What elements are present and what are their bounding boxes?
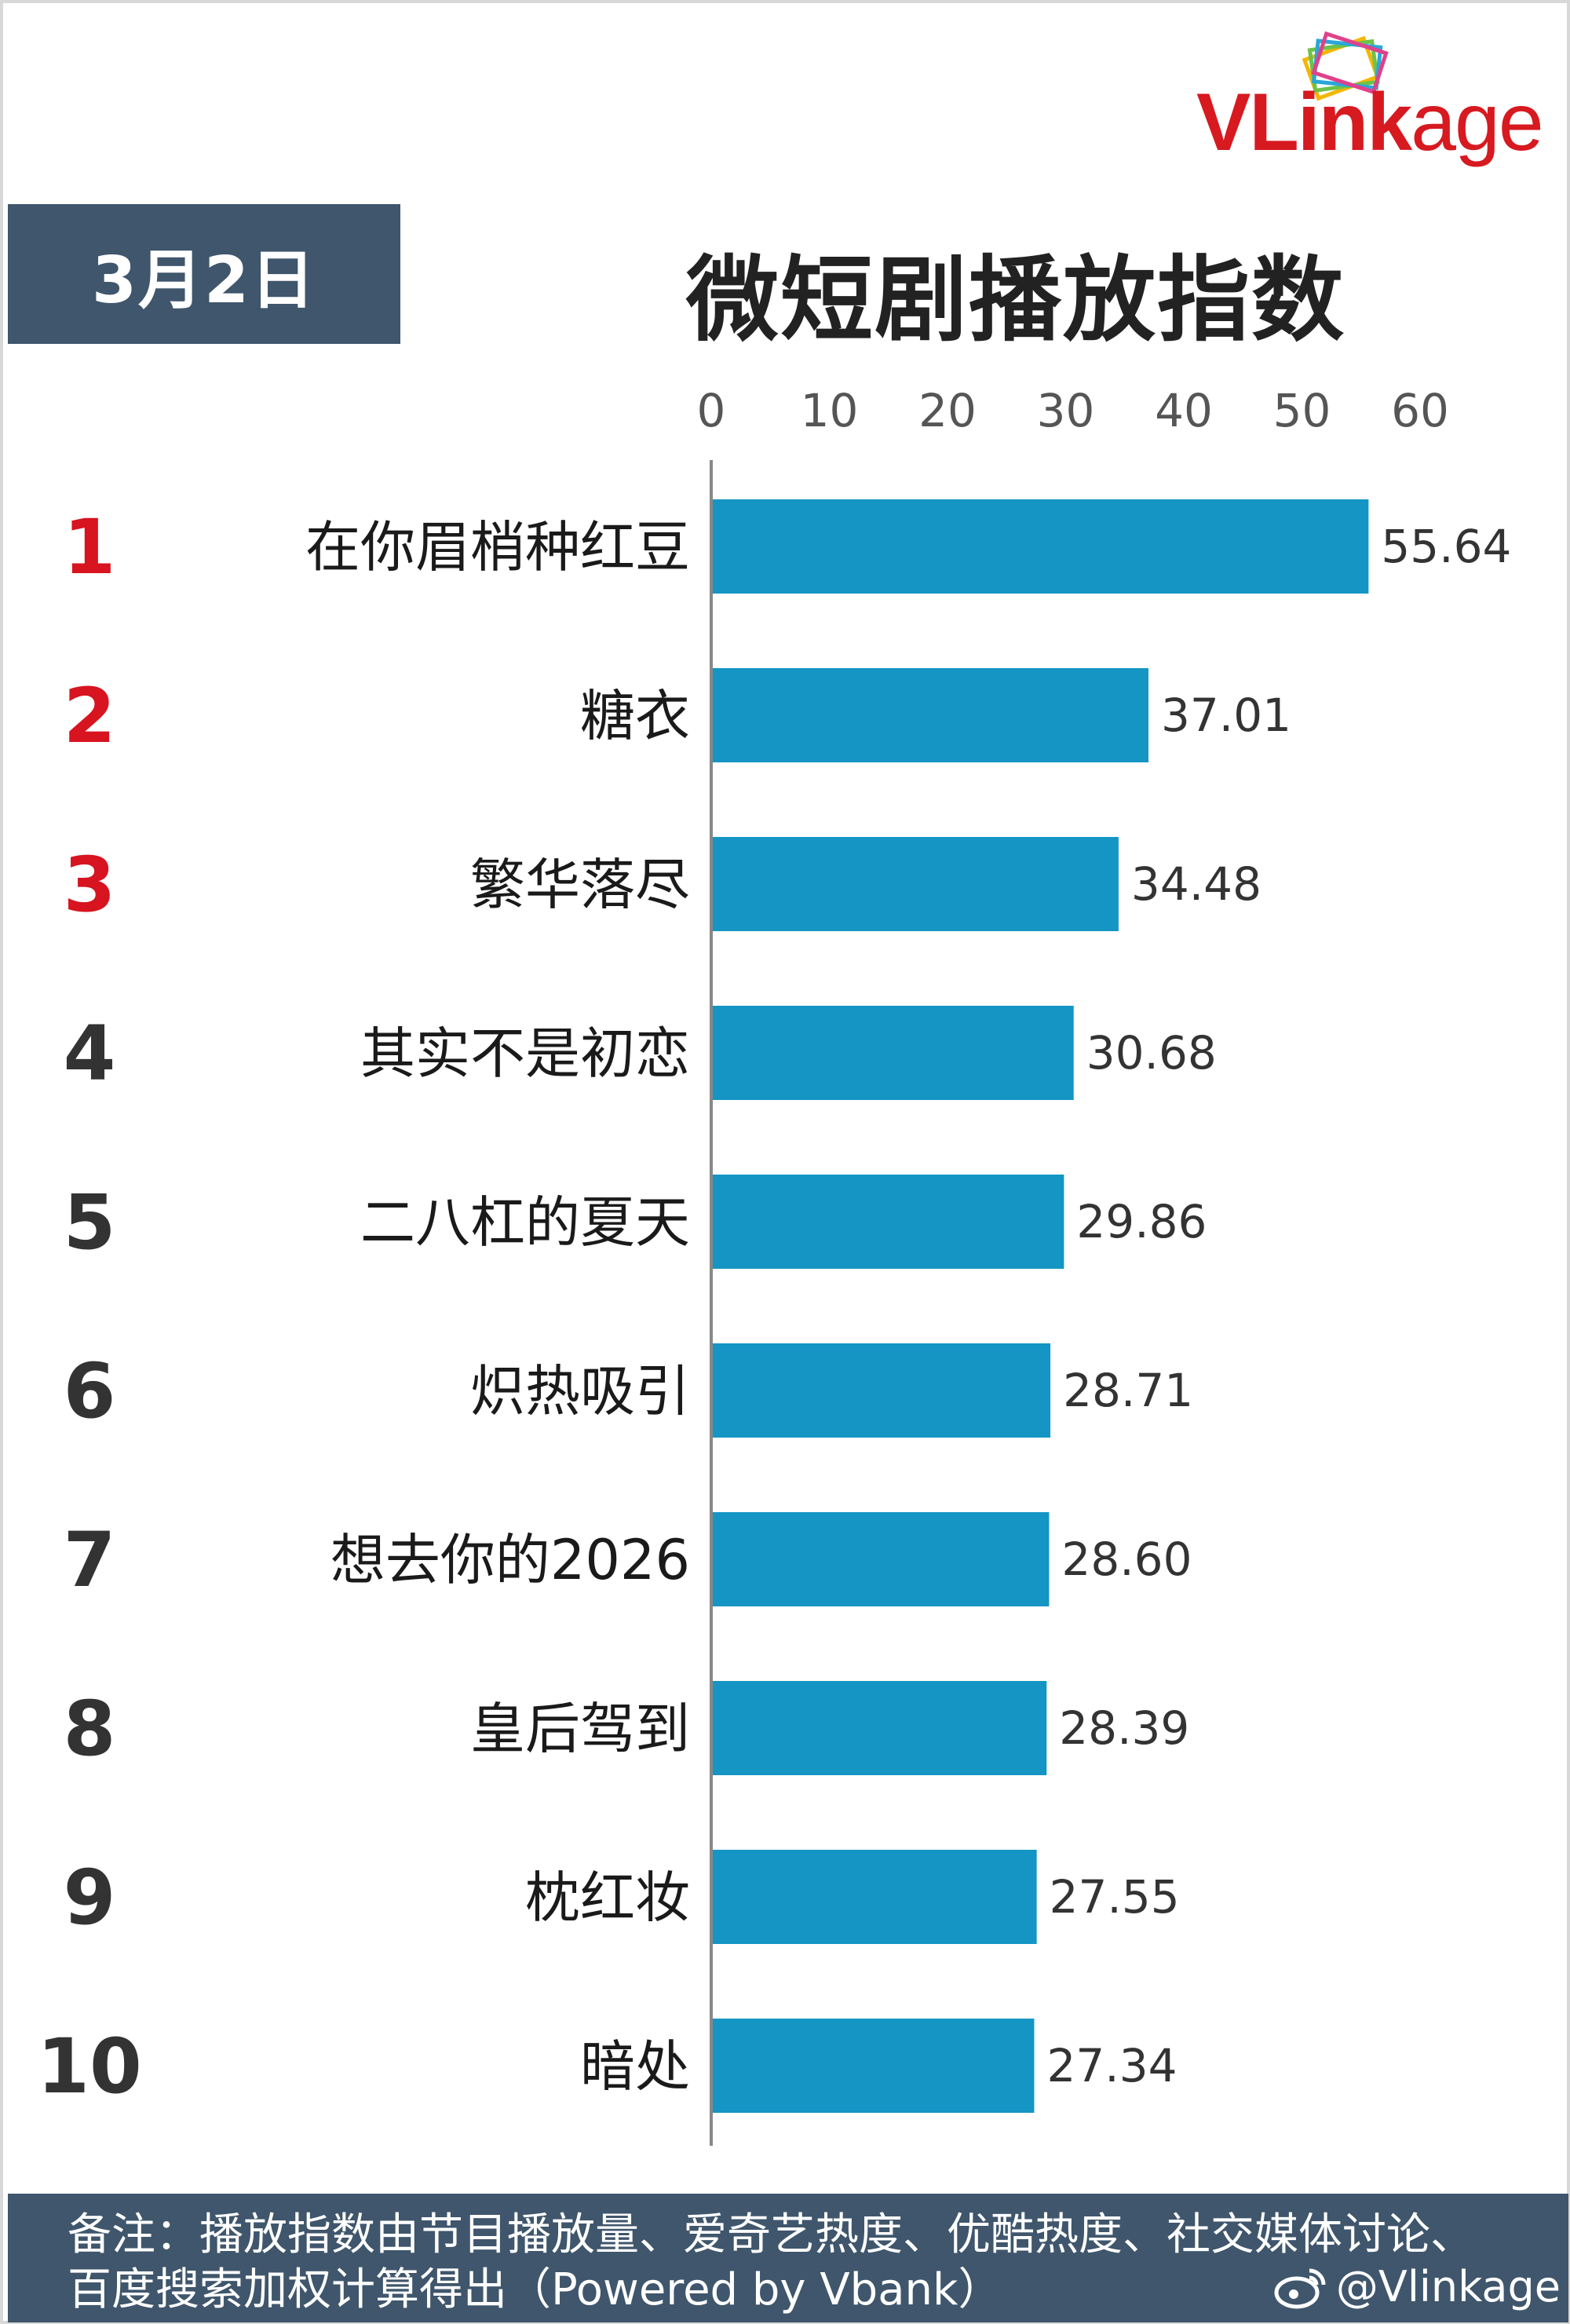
bar [711, 1850, 1037, 1944]
bar [711, 668, 1149, 762]
rank-label: 6 [64, 1347, 116, 1435]
date-label: 3月2日 [91, 243, 317, 318]
value-label: 37.01 [1161, 689, 1291, 742]
bars: 1 在你眉梢种红豆 55.64 2 糖衣 37.01 3 繁华落尽 34.48 4 其实不是初恋 30… [37, 499, 1511, 2113]
category-label: 皇后驾到 [470, 1697, 690, 1761]
rank-label: 7 [64, 1516, 116, 1604]
bar [711, 499, 1369, 594]
rank-label: 5 [64, 1178, 116, 1266]
x-tick-label: 60 [1391, 384, 1449, 437]
value-label: 34.48 [1131, 857, 1261, 911]
rank-label: 4 [64, 1010, 116, 1098]
rank-label: 10 [37, 2023, 142, 2110]
category-label: 糖衣 [580, 684, 690, 748]
chart-title: 微短剧播放指数 [686, 246, 1346, 354]
rank-label: 1 [64, 503, 116, 591]
weibo-icon [1274, 2268, 1326, 2308]
x-tick-label: 10 [801, 384, 859, 437]
value-label: 28.60 [1061, 1533, 1192, 1586]
x-tick-label: 50 [1273, 384, 1331, 437]
value-label: 27.34 [1046, 2039, 1177, 2092]
value-label: 30.68 [1086, 1026, 1217, 1080]
x-axis-ticks: 0 10 20 30 40 50 60 [697, 384, 1449, 437]
vlinkage-logo: VLinkage [1196, 27, 1557, 176]
bar [711, 837, 1119, 931]
bar [711, 1681, 1047, 1775]
x-tick-label: 20 [918, 384, 977, 437]
x-tick-label: 40 [1155, 384, 1213, 437]
logo-wordmark: VLinkage [1196, 77, 1544, 168]
value-label: 29.86 [1076, 1195, 1207, 1248]
bar-chart: 0 10 20 30 40 50 60 1 在你眉梢种红豆 55.64 2 糖衣 37.01 3 繁华落尽… [37, 384, 1511, 2146]
value-label: 28.39 [1059, 1701, 1189, 1755]
value-label: 55.64 [1381, 520, 1511, 573]
x-tick-label: 30 [1037, 384, 1095, 437]
rank-label: 9 [64, 1854, 116, 1942]
bar [711, 1343, 1051, 1438]
category-label: 想去你的2026 [330, 1528, 690, 1592]
bar [711, 1512, 1050, 1606]
category-label: 暗处 [580, 2034, 690, 2099]
category-label: 繁华落尽 [470, 853, 690, 917]
rank-label: 8 [64, 1685, 116, 1773]
bar [711, 1175, 1064, 1269]
logo-cards-icon [1302, 31, 1389, 101]
category-label: 其实不是初恋 [360, 1021, 690, 1086]
footer-note: 备注：播放指数由节目播放量、爱奇艺热度、优酷热度、社交媒体讨论、百度搜索加权计算… [68, 2209, 1474, 2315]
value-label: 27.55 [1050, 1870, 1180, 1924]
value-label: 28.71 [1063, 1364, 1193, 1417]
rank-label: 3 [64, 841, 116, 929]
category-label: 在你眉梢种红豆 [305, 515, 690, 579]
footer-bar: 备注：播放指数由节目播放量、爱奇艺热度、优酷热度、社交媒体讨论、百度搜索加权计算… [8, 2194, 1568, 2322]
x-tick-label: 0 [697, 384, 726, 437]
category-label: 二八杠的夏天 [360, 1190, 690, 1255]
bar [711, 1006, 1074, 1100]
category-label: 枕红妆 [525, 1865, 690, 1930]
footer-handle: @Vlinkage [1266, 2262, 1561, 2311]
date-badge: 3月2日 [8, 204, 400, 344]
category-label: 炽热吸引 [470, 1359, 690, 1423]
footer-handle-text: @Vlinkage [1335, 2262, 1561, 2311]
bar [711, 2019, 1035, 2113]
rank-label: 2 [64, 672, 116, 760]
